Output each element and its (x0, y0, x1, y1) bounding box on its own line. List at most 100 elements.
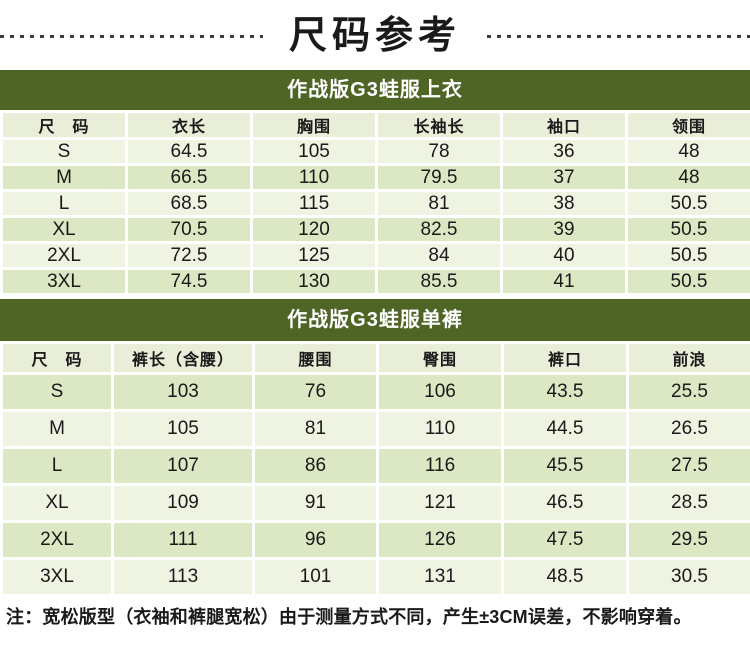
table-row: 2XL 72.5 125 84 40 50.5 (0, 241, 750, 270)
measurement-cell: 76 (252, 372, 379, 412)
table-row: S 103 76 106 43.5 25.5 (0, 372, 750, 412)
column-header: 前浪 (626, 341, 750, 375)
measurement-cell: 115 (250, 189, 378, 218)
measurement-cell: 81 (375, 189, 503, 218)
measurement-cell: 96 (252, 520, 379, 560)
measurement-cell: 28.5 (626, 483, 750, 523)
pants-size-table: 尺 码裤长（含腰） 腰围 臀围 裤口 前浪 S 103 76 106 43.5 25.5 M 105 8… (0, 341, 750, 597)
size-label-cell: S (0, 372, 114, 412)
measurement-cell: 121 (376, 483, 504, 523)
size-label-cell: S (0, 137, 128, 166)
measurement-cell: 72.5 (125, 241, 253, 270)
measurement-cell: 86 (252, 446, 379, 486)
measurement-cell: 78 (375, 137, 503, 166)
column-header: 裤口 (501, 341, 629, 375)
measurement-cell: 105 (250, 137, 378, 166)
size-reference-page: 尺码参考 作战版G3蛙服上衣 尺 码衣长 胸围 长袖长 袖口 领围 S 64.5 105 78… (0, 0, 750, 627)
size-label-cell: L (0, 446, 114, 486)
table-row: S 64.5 105 78 36 48 (0, 137, 750, 166)
measurement-cell: 50.5 (625, 215, 750, 244)
column-header: 尺 码 (0, 110, 128, 140)
measurement-cell: 79.5 (375, 163, 503, 192)
page-header: 尺码参考 (0, 0, 750, 70)
measurement-cell: 126 (376, 520, 504, 560)
measurement-cell: 74.5 (125, 267, 253, 296)
left-dotted-divider (0, 34, 263, 38)
measurement-cell: 109 (111, 483, 255, 523)
table-row: M 66.5 110 79.5 37 48 (0, 163, 750, 192)
size-label-cell: 2XL (0, 241, 128, 270)
column-header: 腰围 (252, 341, 379, 375)
measurement-cell: 120 (250, 215, 378, 244)
size-label-cell: 3XL (0, 557, 114, 597)
measurement-cell: 48 (625, 137, 750, 166)
measurement-cell: 50.5 (625, 189, 750, 218)
table-row: L 107 86 116 45.5 27.5 (0, 446, 750, 486)
measurement-cell: 41 (500, 267, 628, 296)
measurement-cell: 37 (500, 163, 628, 192)
jacket-size-table-section: 作战版G3蛙服上衣 尺 码衣长 胸围 长袖长 袖口 领围 S 64.5 105 78 36 48 M… (0, 70, 750, 296)
measurement-cell: 82.5 (375, 215, 503, 244)
page-title: 尺码参考 (289, 15, 462, 57)
measurement-cell: 110 (250, 163, 378, 192)
header-row: 尺 码裤长（含腰） 腰围 臀围 裤口 前浪 (0, 341, 750, 375)
measurement-cell: 26.5 (626, 409, 750, 449)
measurement-cell: 40 (500, 241, 628, 270)
measurement-cell: 39 (500, 215, 628, 244)
measurement-cell: 29.5 (626, 520, 750, 560)
measurement-cell: 48.5 (501, 557, 629, 597)
measurement-cell: 101 (252, 557, 379, 597)
size-label-cell: 3XL (0, 267, 128, 296)
measurement-cell: 38 (500, 189, 628, 218)
measurement-cell: 107 (111, 446, 255, 486)
measurement-cell: 131 (376, 557, 504, 597)
measurement-cell: 66.5 (125, 163, 253, 192)
measurement-cell: 110 (376, 409, 504, 449)
size-label-cell: XL (0, 483, 114, 523)
measurement-cell: 44.5 (501, 409, 629, 449)
measurement-cell: 111 (111, 520, 255, 560)
pants-table-header: 尺 码裤长（含腰） 腰围 臀围 裤口 前浪 (0, 341, 750, 375)
pants-table-body: S 103 76 106 43.5 25.5 M 105 81 110 44.5 26.5 L 107 86… (0, 372, 750, 597)
measurement-cell: 30.5 (626, 557, 750, 597)
size-label-cell: 2XL (0, 520, 114, 560)
measurement-cell: 25.5 (626, 372, 750, 412)
measurement-cell: 43.5 (501, 372, 629, 412)
size-label-cell: XL (0, 215, 128, 244)
jacket-size-table: 尺 码衣长 胸围 长袖长 袖口 领围 S 64.5 105 78 36 48 M 66.5 110 79.… (0, 110, 750, 296)
column-header: 裤长（含腰） (111, 341, 255, 375)
column-header: 领围 (625, 110, 750, 140)
column-header: 衣长 (125, 110, 253, 140)
measurement-cell: 68.5 (125, 189, 253, 218)
table-row: M 105 81 110 44.5 26.5 (0, 409, 750, 449)
column-header: 胸围 (250, 110, 378, 140)
measurement-cell: 47.5 (501, 520, 629, 560)
measurement-cell: 70.5 (125, 215, 253, 244)
measurement-cell: 130 (250, 267, 378, 296)
table-row: L 68.5 115 81 38 50.5 (0, 189, 750, 218)
table-row: 3XL 74.5 130 85.5 41 50.5 (0, 267, 750, 296)
measurement-cell: 113 (111, 557, 255, 597)
jacket-table-body: S 64.5 105 78 36 48 M 66.5 110 79.5 37 48 L 68.5 115 81… (0, 137, 750, 296)
measurement-cell: 36 (500, 137, 628, 166)
right-dotted-divider (487, 34, 750, 38)
pants-table-title-band: 作战版G3蛙服单裤 (0, 299, 750, 341)
measurement-cell: 116 (376, 446, 504, 486)
column-header: 臀围 (376, 341, 504, 375)
measurement-note: 注：宽松版型（衣袖和裤腿宽松）由于测量方式不同，产生±3CM误差，不影响穿着。 (6, 607, 692, 627)
table-row: 2XL 111 96 126 47.5 29.5 (0, 520, 750, 560)
measurement-cell: 46.5 (501, 483, 629, 523)
measurement-cell: 106 (376, 372, 504, 412)
table-row: XL 70.5 120 82.5 39 50.5 (0, 215, 750, 244)
measurement-cell: 27.5 (626, 446, 750, 486)
measurement-cell: 81 (252, 409, 379, 449)
column-header: 袖口 (500, 110, 628, 140)
table-row: XL 109 91 121 46.5 28.5 (0, 483, 750, 523)
measurement-cell: 85.5 (375, 267, 503, 296)
column-header: 长袖长 (375, 110, 503, 140)
measurement-cell: 84 (375, 241, 503, 270)
header-row: 尺 码衣长 胸围 长袖长 袖口 领围 (0, 110, 750, 140)
measurement-cell: 50.5 (625, 241, 750, 270)
column-header: 尺 码 (0, 341, 114, 375)
size-label-cell: M (0, 409, 114, 449)
